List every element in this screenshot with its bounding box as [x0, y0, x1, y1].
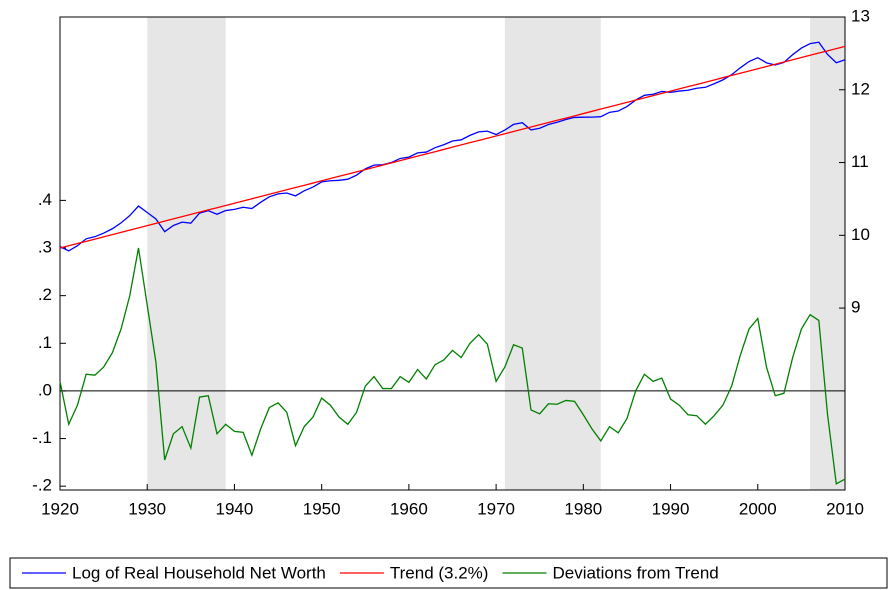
x-tick-label: 2010 — [826, 499, 864, 518]
y-tick-label: .2 — [38, 285, 52, 304]
y2-tick-label: 11 — [851, 152, 869, 171]
series-line — [59, 45, 846, 249]
y-tick-label: .4 — [38, 190, 52, 209]
x-tick-label: 1960 — [390, 499, 428, 518]
x-tick-label: 1920 — [41, 499, 79, 518]
y-tick-label: -.1 — [32, 428, 52, 447]
legend-label: Log of Real Household Net Worth — [72, 563, 326, 582]
series-line — [59, 41, 846, 252]
y2-tick-label: 9 — [851, 298, 860, 317]
y2-tick-label: 13 — [851, 6, 870, 25]
shaded-period — [504, 17, 601, 490]
x-tick-label: 1950 — [303, 499, 341, 518]
legend-box — [9, 557, 888, 589]
legend-label: Trend (3.2%) — [390, 563, 489, 582]
x-tick-label: 1970 — [477, 499, 515, 518]
y-tick-label: .0 — [38, 380, 52, 399]
x-tick-label: 2000 — [739, 499, 777, 518]
x-tick-label: 1930 — [128, 499, 166, 518]
plot-frame — [59, 16, 846, 491]
y2-tick-label: 12 — [851, 79, 870, 98]
x-tick-label: 1940 — [216, 499, 254, 518]
y-tick-label: .3 — [38, 238, 52, 257]
y-tick-label: -.2 — [32, 476, 52, 495]
x-tick-label: 1990 — [652, 499, 690, 518]
legend-label: Deviations from Trend — [552, 563, 718, 582]
x-tick-label: 1980 — [564, 499, 602, 518]
series-line — [59, 247, 846, 485]
y-tick-label: .1 — [38, 333, 52, 352]
y2-tick-label: 10 — [851, 225, 870, 244]
